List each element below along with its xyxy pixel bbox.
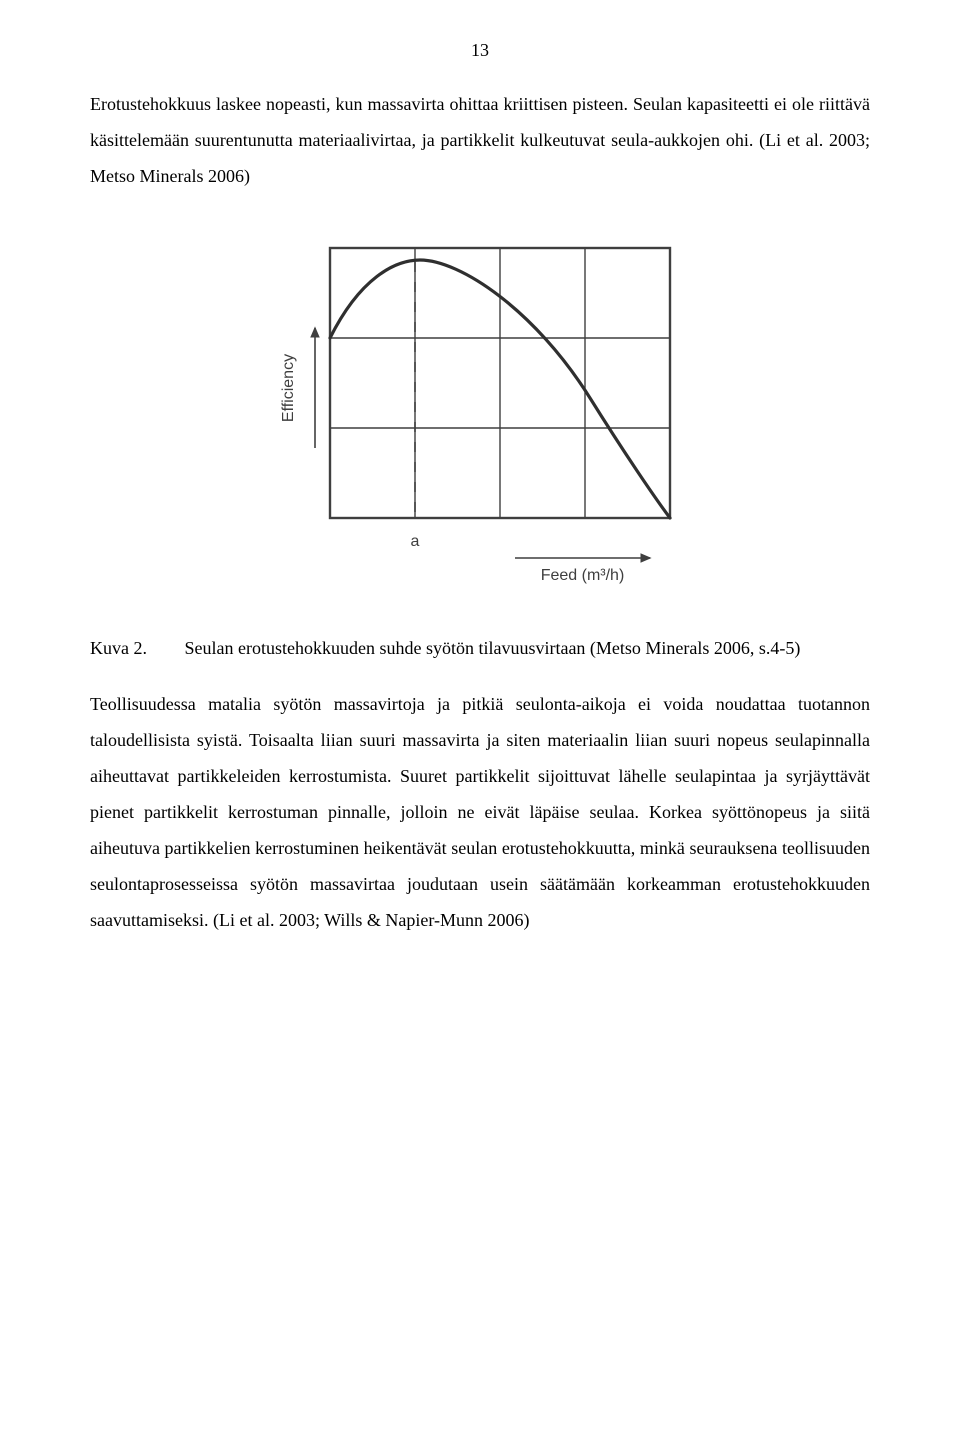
figure-efficiency-vs-feed: Efficiency a Feed (m³/h) — [90, 218, 870, 600]
svg-text:a: a — [411, 533, 420, 550]
paragraph-2: Teollisuudessa matalia syötön massavirto… — [90, 686, 870, 938]
svg-text:Feed (m³/h): Feed (m³/h) — [541, 567, 625, 584]
figure-caption-label: Kuva 2. — [90, 630, 180, 666]
figure-caption-text: Seulan erotustehokkuuden suhde syötön ti… — [185, 638, 801, 658]
page: 13 Erotustehokkuus laskee nopeasti, kun … — [0, 0, 960, 1440]
svg-text:Efficiency: Efficiency — [280, 354, 297, 422]
figure-caption: Kuva 2. Seulan erotustehokkuuden suhde s… — [90, 630, 870, 666]
paragraph-1: Erotustehokkuus laskee nopeasti, kun mas… — [90, 86, 870, 194]
chart-svg: Efficiency a Feed (m³/h) — [260, 218, 700, 588]
page-number: 13 — [90, 40, 870, 62]
